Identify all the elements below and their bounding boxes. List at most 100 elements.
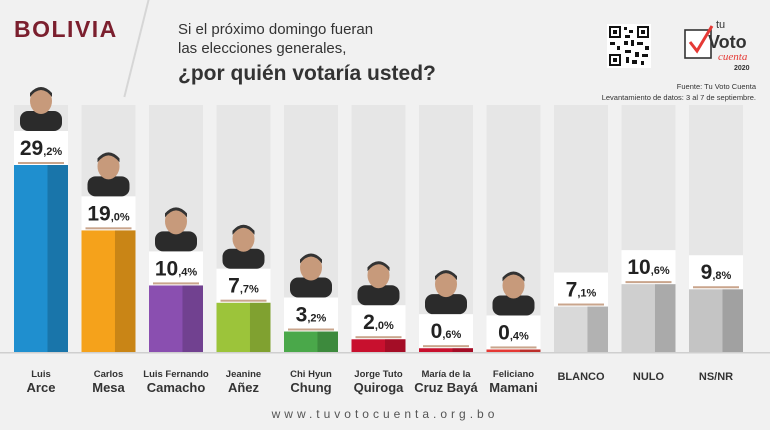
value-underline xyxy=(288,328,334,331)
value-label: 7,1% xyxy=(566,279,597,302)
bar-shade xyxy=(384,339,406,352)
category-label-line1: Carlos xyxy=(94,369,124,380)
logo-text-2: Voto xyxy=(708,32,747,52)
bar-shade xyxy=(114,230,136,352)
value-underline xyxy=(558,303,604,306)
value-label: 3,2% xyxy=(296,304,327,327)
value-box xyxy=(284,297,338,332)
category-label-line1: Luis xyxy=(31,369,51,380)
question-text: Si el próximo domingo fueran las eleccio… xyxy=(178,20,373,58)
value-box xyxy=(149,251,203,286)
candidate-photo xyxy=(222,224,265,269)
bar-shade xyxy=(654,284,676,352)
value-decimal: ,4% xyxy=(178,266,197,278)
value-integer: 3 xyxy=(296,304,308,327)
value-decimal: ,0% xyxy=(111,211,130,223)
tu-voto-cuenta-logo: tu Voto cuenta 2020 xyxy=(684,19,750,72)
value-label: 0,4% xyxy=(498,321,529,344)
photo-body xyxy=(357,285,400,306)
candidate-photo xyxy=(20,87,62,131)
bar-shade xyxy=(249,302,271,352)
logo-text-3: cuenta xyxy=(718,51,748,63)
candidate-photo xyxy=(492,271,535,316)
photo-hair xyxy=(30,87,52,97)
photo-head xyxy=(435,271,457,298)
category-label-line2: NULO xyxy=(633,371,665,383)
value-integer: 0 xyxy=(431,320,443,343)
category-label-line1: Feliciano xyxy=(493,369,534,380)
survey-dates-text: Levantamiento de datos: 3 al 7 de septie… xyxy=(601,93,756,102)
value-box xyxy=(689,255,743,290)
value-decimal: ,2% xyxy=(307,313,326,325)
category-label-line2: Arce xyxy=(27,380,56,395)
photo-hair xyxy=(502,271,525,282)
category-label-line2: BLANCO xyxy=(557,371,604,383)
value-integer: 10 xyxy=(627,256,650,279)
baseline xyxy=(0,352,770,354)
bar-shade xyxy=(519,349,541,352)
value-underline xyxy=(153,282,199,285)
photo-head xyxy=(367,262,390,289)
qr-code-icon xyxy=(607,24,651,68)
value-label: 7,7% xyxy=(228,275,259,298)
photo-body xyxy=(425,294,467,315)
value-integer: 0 xyxy=(498,321,510,344)
footer-url: www.tuvotocuenta.org.bo xyxy=(271,407,499,421)
category-label-line1: Luis Fernando xyxy=(143,369,209,380)
bar-shade xyxy=(452,348,473,352)
value-label: 19,0% xyxy=(87,202,130,225)
value-integer: 7 xyxy=(566,279,578,302)
country-title: BOLIVIA xyxy=(14,16,118,42)
value-underline xyxy=(355,336,402,339)
category-label-line2: Chung xyxy=(290,380,331,395)
value-underline xyxy=(423,345,469,348)
bar xyxy=(419,348,473,352)
value-integer: 7 xyxy=(228,275,240,298)
bar-shade xyxy=(317,331,338,352)
bar-shade xyxy=(722,289,743,352)
photo-head xyxy=(97,153,120,180)
value-decimal: ,1% xyxy=(577,288,596,300)
category-label-line2: NS/NR xyxy=(699,371,733,383)
category-label-line2: Camacho xyxy=(147,380,206,395)
category-label-line1: María de la xyxy=(421,369,471,380)
category-label-line2: Mamani xyxy=(489,380,537,395)
value-decimal: ,8% xyxy=(712,270,731,282)
photo-head xyxy=(232,225,255,252)
photo-head xyxy=(502,272,525,299)
value-integer: 2 xyxy=(363,311,375,334)
category-label-line1: Chi Hyun xyxy=(290,369,332,380)
category-label-line2: Mesa xyxy=(92,380,125,395)
value-integer: 10 xyxy=(155,257,178,280)
bar xyxy=(486,349,541,352)
value-underline xyxy=(490,346,537,349)
photo-hair xyxy=(300,253,322,264)
bar-shade xyxy=(587,306,608,352)
value-label: 10,4% xyxy=(155,257,198,280)
photo-head xyxy=(165,208,187,235)
photo-hair xyxy=(435,270,457,281)
value-label: 0,6% xyxy=(431,320,462,343)
candidate-photo xyxy=(155,207,197,252)
value-label: 2,0% xyxy=(363,311,394,334)
logo-year: 2020 xyxy=(734,65,750,72)
photo-body xyxy=(222,248,265,269)
question-line-1: Si el próximo domingo fueran xyxy=(178,21,374,38)
value-underline xyxy=(625,281,672,284)
value-integer: 19 xyxy=(87,202,110,225)
candidate-photo xyxy=(425,270,467,315)
photo-hair xyxy=(97,152,120,163)
source-text: Fuente: Tu Voto Cuenta xyxy=(676,82,756,91)
photo-body xyxy=(290,277,332,298)
value-box xyxy=(216,268,271,303)
value-box xyxy=(81,196,136,231)
value-box xyxy=(554,272,608,307)
value-label: 9,8% xyxy=(701,261,732,284)
value-box xyxy=(419,314,473,349)
value-label: 10,6% xyxy=(627,256,670,279)
photo-body xyxy=(87,176,130,197)
bar-shade xyxy=(47,165,68,352)
category-label-line2: Quiroga xyxy=(354,380,405,395)
value-integer: 9 xyxy=(701,261,713,284)
